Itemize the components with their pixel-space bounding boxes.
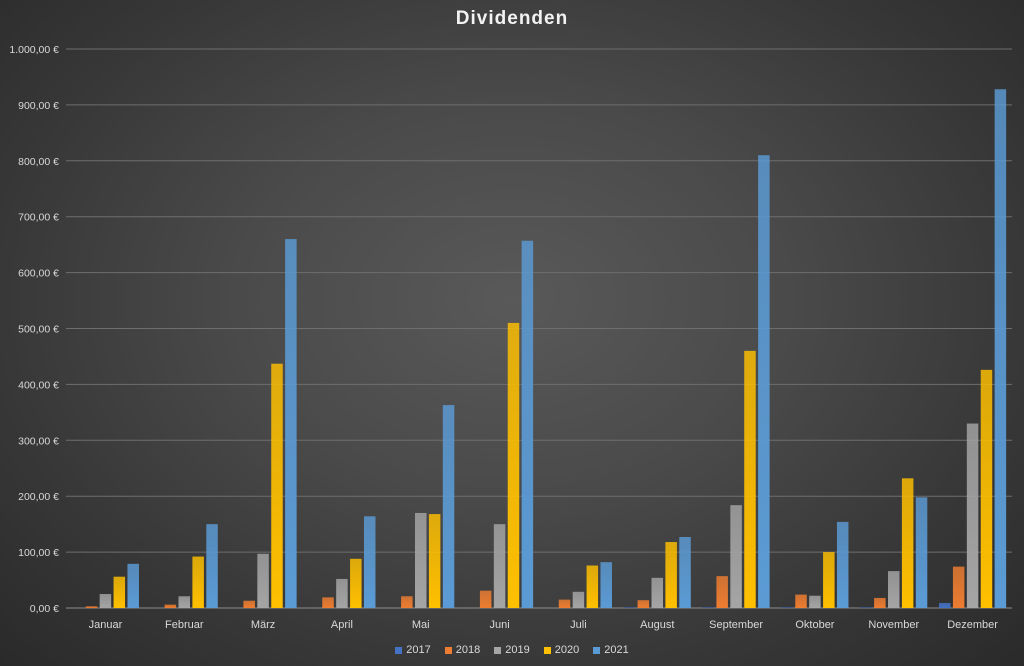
bar-2018-april — [322, 597, 334, 608]
legend-label: 2018 — [455, 644, 481, 656]
x-tick-label: Oktober — [795, 619, 834, 631]
legend-item-2019: 2019 — [494, 644, 530, 656]
legend-item-2020: 2020 — [543, 644, 580, 656]
y-tick-label: 100,00 € — [18, 547, 59, 559]
bar-2018-oktober — [795, 594, 807, 608]
bar-2019-oktober — [809, 595, 821, 608]
bar-2018-september — [716, 576, 728, 608]
legend-item-2021: 2021 — [593, 644, 629, 656]
bar-2018-januar — [85, 606, 98, 608]
bar-2021-mai — [442, 405, 455, 608]
bar-2021-august — [679, 537, 691, 608]
legend-swatch — [395, 646, 403, 654]
bar-2018-november — [874, 597, 886, 608]
bar-2019-november — [888, 571, 900, 608]
bar-2021-november — [915, 497, 928, 608]
y-tick-label: 300,00 € — [18, 435, 59, 447]
bar-2018-mai — [401, 596, 413, 608]
bar-2018-august — [637, 600, 650, 608]
bar-2018-juni — [479, 590, 492, 608]
legend-swatch — [494, 646, 502, 654]
y-tick-label: 500,00 € — [18, 324, 59, 336]
bar-2019-dezember — [966, 423, 979, 608]
x-tick-label: November — [868, 619, 919, 631]
bar-2018-februar — [164, 604, 177, 608]
y-tick-label: 900,00 € — [18, 100, 59, 112]
bar-2018-märz — [243, 600, 255, 608]
legend-label: 2021 — [604, 644, 629, 656]
bar-2020-februar — [192, 556, 204, 608]
bar-2021-februar — [206, 524, 218, 608]
y-tick-label: 700,00 € — [18, 212, 59, 224]
legend-item-2017: 2017 — [395, 644, 431, 656]
bar-2019-august — [651, 577, 663, 608]
legend-swatch — [593, 646, 601, 654]
y-tick-label: 0,00 € — [30, 603, 59, 615]
bar-2021-juli — [600, 562, 612, 608]
legend-label: 2017 — [406, 644, 431, 656]
bar-2020-september — [744, 350, 756, 608]
legend-label: 2019 — [505, 644, 530, 656]
x-tick-label: Juli — [570, 619, 587, 631]
y-tick-label: 600,00 € — [18, 268, 59, 280]
bar-2021-januar — [127, 563, 139, 608]
bar-2017-oktober — [781, 607, 793, 608]
bar-2020-august — [665, 542, 677, 608]
bar-2020-dezember — [980, 369, 993, 608]
y-tick-label: 400,00 € — [18, 379, 59, 391]
bar-2018-juli — [558, 599, 571, 608]
bar-2019-märz — [257, 553, 269, 608]
x-tick-label: Februar — [165, 619, 204, 631]
bar-2017-august — [623, 607, 636, 608]
bar-2020-november — [901, 478, 914, 608]
bar-2021-juni — [521, 240, 534, 609]
legend-swatch — [543, 646, 551, 654]
bar-2020-juli — [586, 565, 599, 608]
bar-2018-dezember — [952, 566, 965, 608]
bar-2020-oktober — [823, 552, 835, 608]
x-tick-label: Juni — [489, 619, 509, 631]
x-tick-label: Mai — [412, 619, 430, 631]
legend-label: 2020 — [554, 644, 580, 656]
bar-2021-april — [363, 516, 376, 608]
y-tick-label: 1.000,00 € — [9, 44, 59, 56]
bar-2019-juli — [572, 591, 585, 608]
bar-2021-september — [758, 155, 770, 608]
bar-2017-dezember — [939, 602, 951, 608]
x-tick-label: Januar — [89, 619, 123, 631]
bar-2019-februar — [178, 596, 190, 608]
bar-2020-mai — [428, 514, 441, 608]
bar-2020-juni — [507, 322, 520, 608]
bar-2021-oktober — [836, 521, 849, 608]
bar-2019-juni — [493, 524, 506, 608]
x-tick-label: September — [709, 619, 763, 631]
x-tick-label: August — [640, 619, 674, 631]
bar-2020-april — [350, 558, 362, 608]
bar-2017-november — [860, 607, 872, 608]
x-tick-label: März — [251, 619, 275, 631]
bar-2017-september — [702, 607, 715, 608]
x-tick-label: April — [331, 619, 353, 631]
bar-2019-januar — [99, 594, 112, 608]
legend-item-2018: 2018 — [444, 644, 481, 656]
y-tick-label: 800,00 € — [18, 156, 59, 168]
chart-legend: 2017 2018 2019 2020 2021 — [0, 644, 1024, 656]
bar-2019-april — [336, 578, 348, 608]
bar-2019-mai — [415, 512, 427, 608]
bar-2020-januar — [113, 576, 126, 608]
bar-2019-september — [730, 505, 742, 608]
bar-2021-dezember — [994, 89, 1007, 608]
x-tick-label: Dezember — [947, 619, 998, 631]
y-tick-label: 200,00 € — [18, 491, 59, 503]
chart-title: Dividenden — [455, 8, 569, 29]
bar-2021-märz — [285, 239, 297, 608]
bar-2020-märz — [271, 363, 283, 608]
legend-swatch — [444, 646, 452, 654]
